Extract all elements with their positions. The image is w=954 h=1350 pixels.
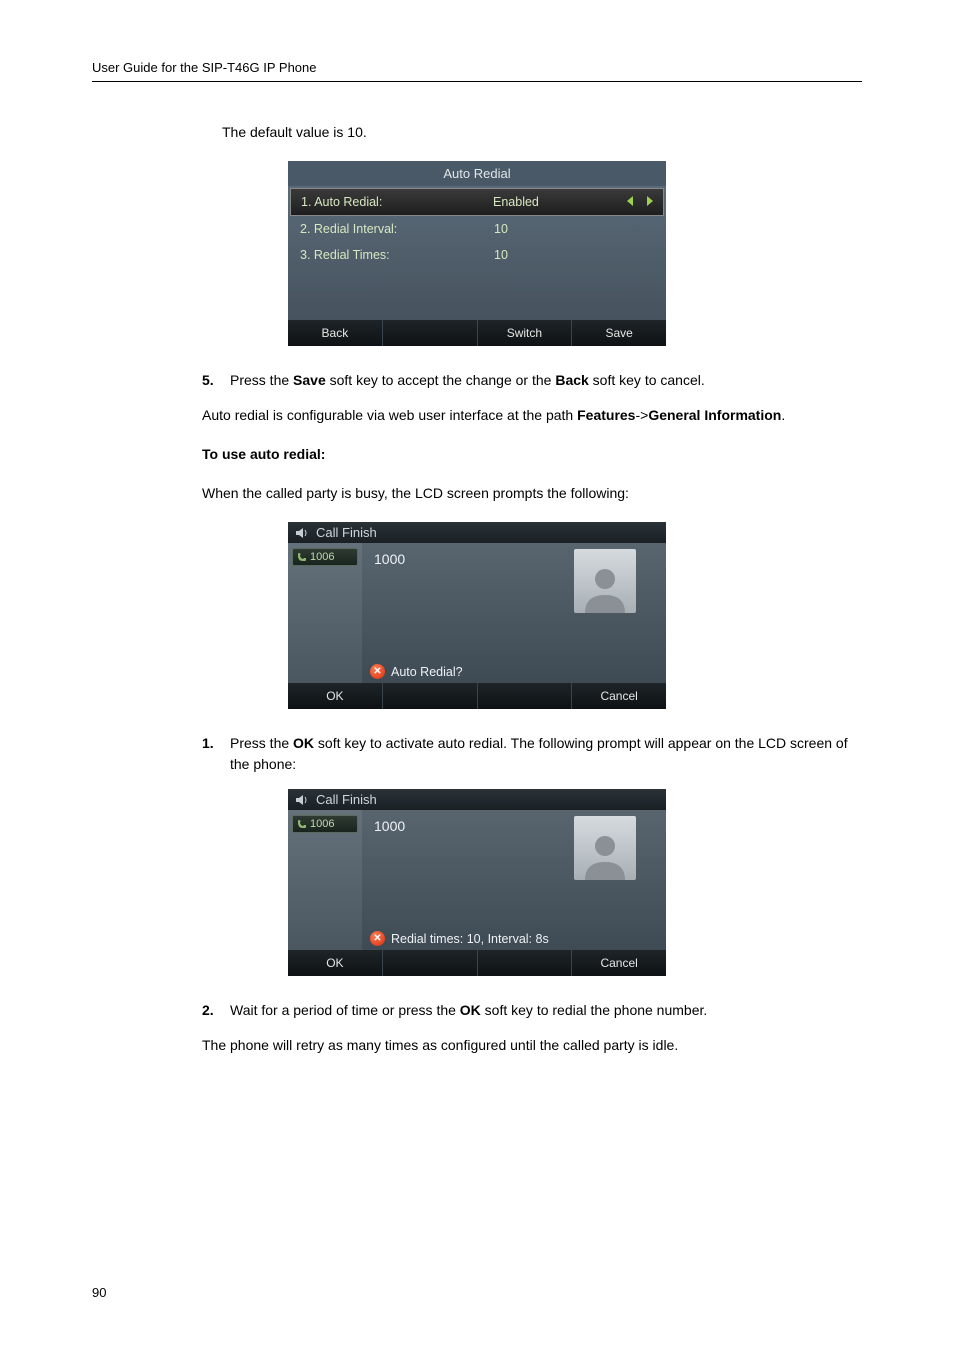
lcd-row-label: 3. Redial Times: [300, 248, 494, 262]
lcd-row-value: 10 [494, 222, 614, 236]
left-right-arrows-icon [613, 195, 653, 209]
phone-icon [297, 819, 307, 829]
text: soft key to accept the change or the [326, 372, 556, 388]
softkey-switch[interactable]: Switch [478, 320, 573, 346]
lcd-row-value: Enabled [493, 195, 613, 209]
text: soft key to redial the phone number. [481, 1002, 707, 1018]
call-body: 1006 1000 ✕ Redial times: 10, Interval: … [288, 810, 666, 950]
call-title-bar: Call Finish [288, 789, 666, 810]
avatar [574, 549, 636, 613]
step-1: 1. Press the OK soft key to activate aut… [202, 733, 862, 775]
bold-general-information: General Information [648, 407, 781, 423]
softkey-empty [383, 320, 478, 346]
step-5: 5. Press the Save soft key to accept the… [202, 370, 862, 391]
error-icon: ✕ [370, 931, 385, 946]
softkey-ok[interactable]: OK [288, 683, 383, 709]
lcd-auto-redial: Auto Redial 1. Auto Redial: Enabled 2. R… [288, 161, 666, 346]
call-prompt: ✕ Redial times: 10, Interval: 8s [370, 931, 549, 946]
lcd-softkeys: Back Switch Save [288, 320, 666, 346]
text: Press the [230, 735, 293, 751]
lcd-call-finish-2: Call Finish 1006 1000 ✕ Redial times: 10… [288, 789, 666, 976]
step-body: Press the OK soft key to activate auto r… [230, 733, 862, 775]
bold-features: Features [577, 407, 635, 423]
closing-paragraph: The phone will retry as many times as co… [202, 1035, 862, 1056]
text: soft key to activate auto redial. The fo… [230, 735, 848, 772]
softkey-back[interactable]: Back [288, 320, 383, 346]
text: . [781, 407, 785, 423]
bold-ok: OK [460, 1002, 481, 1018]
softkey-empty [383, 950, 478, 976]
call-sidebar: 1006 [288, 810, 362, 950]
avatar [574, 816, 636, 880]
call-title-bar: Call Finish [288, 522, 666, 543]
text: soft key to cancel. [589, 372, 705, 388]
text: Press the [230, 372, 293, 388]
prompt-text: Auto Redial? [391, 665, 463, 679]
lcd-row-value: 10 [494, 248, 614, 262]
step-number: 1. [202, 733, 230, 775]
lcd-row-redial-interval: 2. Redial Interval: 10 [290, 216, 664, 242]
softkey-ok[interactable]: OK [288, 950, 383, 976]
softkey-save[interactable]: Save [572, 320, 666, 346]
text: -> [635, 407, 648, 423]
busy-paragraph: When the called party is busy, the LCD s… [202, 483, 862, 504]
lcd-spacer [290, 268, 664, 318]
step-body: Wait for a period of time or press the O… [230, 1000, 862, 1021]
softkey-empty [478, 683, 573, 709]
phone-icon [297, 552, 307, 562]
call-title: Call Finish [316, 525, 377, 540]
extension-badge: 1006 [292, 548, 358, 566]
lcd-title: Auto Redial [288, 161, 666, 186]
lcd-row-label: 2. Redial Interval: [300, 222, 494, 236]
lcd-call-finish-1: Call Finish 1006 1000 ✕ Auto Redial? OK [288, 522, 666, 709]
lcd-body: 1. Auto Redial: Enabled 2. Redial Interv… [288, 186, 666, 320]
extension-number: 1006 [310, 818, 334, 830]
call-main: 1000 ✕ Redial times: 10, Interval: 8s [362, 810, 666, 950]
softkey-cancel[interactable]: Cancel [572, 683, 666, 709]
softkey-empty [383, 683, 478, 709]
call-title: Call Finish [316, 792, 377, 807]
call-main: 1000 ✕ Auto Redial? [362, 543, 666, 683]
page-header: User Guide for the SIP-T46G IP Phone [92, 60, 862, 82]
speaker-icon [296, 794, 310, 806]
use-auto-redial-heading: To use auto redial: [202, 444, 862, 465]
extension-badge: 1006 [292, 815, 358, 833]
step-body: Press the Save soft key to accept the ch… [230, 370, 862, 391]
call-prompt: ✕ Auto Redial? [370, 664, 463, 679]
text: Wait for a period of time or press the [230, 1002, 460, 1018]
error-icon: ✕ [370, 664, 385, 679]
bold-save: Save [293, 372, 326, 388]
lcd-softkeys: OK Cancel [288, 950, 666, 976]
step-2: 2. Wait for a period of time or press th… [202, 1000, 862, 1021]
step-number: 5. [202, 370, 230, 391]
softkey-empty [478, 950, 573, 976]
lcd-row-redial-times: 3. Redial Times: 10 [290, 242, 664, 268]
step-number: 2. [202, 1000, 230, 1021]
text: Auto redial is configurable via web user… [202, 407, 577, 423]
prompt-text: Redial times: 10, Interval: 8s [391, 932, 549, 946]
call-sidebar: 1006 [288, 543, 362, 683]
lcd-softkeys: OK Cancel [288, 683, 666, 709]
page-number: 90 [92, 1285, 106, 1300]
intro-paragraph: The default value is 10. [222, 122, 862, 143]
extension-number: 1006 [310, 551, 334, 563]
speaker-icon [296, 527, 310, 539]
bold-back: Back [555, 372, 588, 388]
call-body: 1006 1000 ✕ Auto Redial? [288, 543, 666, 683]
config-paragraph: Auto redial is configurable via web user… [202, 405, 862, 426]
lcd-row-auto-redial: 1. Auto Redial: Enabled [290, 188, 664, 216]
softkey-cancel[interactable]: Cancel [572, 950, 666, 976]
lcd-row-label: 1. Auto Redial: [301, 195, 493, 209]
bold-ok: OK [293, 735, 314, 751]
